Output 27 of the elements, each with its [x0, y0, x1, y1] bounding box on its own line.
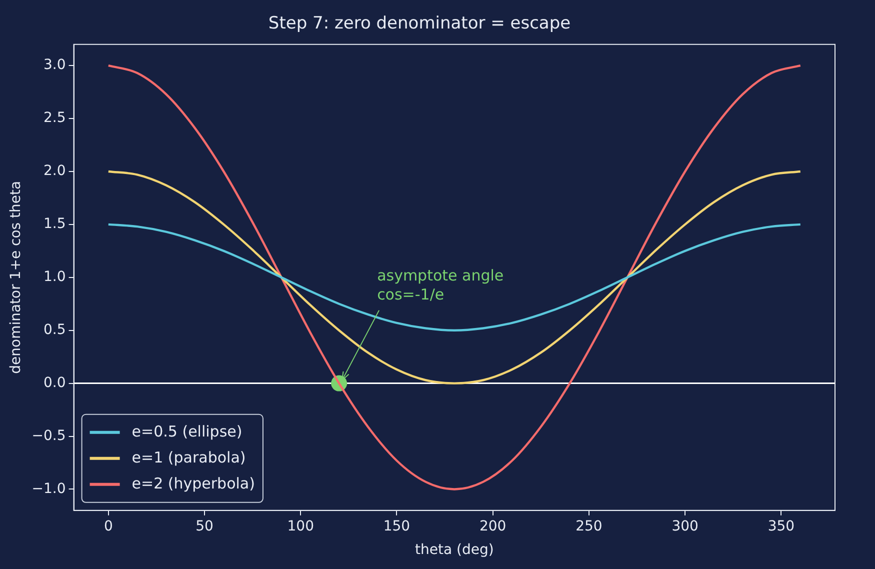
legend-label: e=0.5 (ellipse)	[132, 422, 242, 440]
legend-label: e=2 (hyperbola)	[132, 474, 255, 492]
y-tick-label: 1.5	[44, 216, 66, 232]
line-series	[107, 170, 802, 384]
y-tick-label: 1.0	[44, 269, 66, 286]
legend-label: e=1 (parabola)	[132, 448, 246, 466]
y-tick-label: 2.0	[44, 163, 66, 180]
y-tick-label: 0.5	[44, 322, 66, 338]
x-tick-label: 50	[196, 518, 214, 534]
y-axis-title: denominator 1+e cos theta	[8, 180, 24, 374]
x-tick-label: 150	[383, 518, 410, 534]
x-tick-label: 0	[104, 518, 113, 534]
y-tick-label: 2.5	[44, 110, 66, 126]
x-tick-label: 100	[287, 518, 314, 534]
x-tick-label: 200	[479, 518, 506, 534]
chart-title: Step 7: zero denominator = escape	[268, 14, 571, 34]
line-series	[107, 64, 802, 490]
x-tick-label: 300	[672, 518, 698, 534]
x-axis-title: theta (deg)	[414, 542, 494, 558]
x-tick-label: 250	[576, 518, 602, 534]
y-tick-label: 0.0	[44, 374, 66, 391]
y-tick-label: −0.5	[32, 428, 66, 444]
line-series	[107, 223, 802, 332]
y-tick-label: −1.0	[32, 480, 66, 497]
annotation: asymptote angle cos=-1/e	[377, 266, 504, 304]
x-tick-label: 350	[768, 518, 795, 534]
y-tick-label: 3.0	[44, 57, 66, 74]
